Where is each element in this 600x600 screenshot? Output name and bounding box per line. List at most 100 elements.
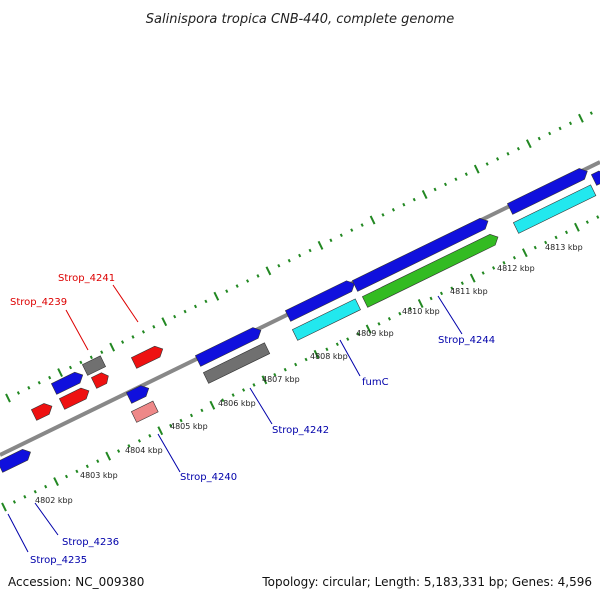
scale-tick: [417, 299, 424, 309]
gene-label-leader: [437, 295, 463, 335]
genome-summary-text: Topology: circular; Length: 5,183,331 bp…: [261, 575, 592, 589]
scale-tick: [443, 182, 448, 187]
gene-feature[interactable]: [361, 232, 500, 308]
scale-tick: [421, 190, 428, 200]
scale-tick: [574, 222, 580, 232]
scale-label: 4812 kbp: [497, 264, 535, 273]
gene-label[interactable]: Strop_4236: [62, 537, 119, 548]
scale-label: 4804 kbp: [125, 446, 163, 455]
scale-tick: [44, 484, 48, 489]
scale-tick: [578, 113, 584, 123]
scale-tick: [204, 299, 208, 304]
scale-tick: [460, 281, 464, 285]
gene-label[interactable]: Strop_4235: [30, 555, 87, 566]
scale-tick: [481, 271, 485, 275]
gene-feature[interactable]: [90, 371, 111, 389]
scale-tick: [521, 248, 528, 258]
scale-labels: 4802 kbp 4803 kbp 4804 kbp 4805 kbp 4806 kbp…: [35, 243, 583, 505]
gene-feature[interactable]: [81, 355, 107, 376]
scale-tick: [256, 274, 260, 278]
scale-tick: [298, 253, 302, 258]
scale-tick: [283, 367, 287, 372]
scale-tick: [64, 474, 69, 479]
scale-tick: [141, 330, 145, 334]
scale-tick: [325, 347, 329, 352]
scale-tick: [89, 355, 93, 360]
scale-tick: [209, 400, 216, 410]
gene-feature[interactable]: [512, 184, 597, 234]
scale-tick: [398, 311, 402, 316]
gene-feature[interactable]: [50, 370, 85, 395]
gene-label[interactable]: Strop_4244: [438, 335, 495, 346]
scale-tick: [317, 240, 324, 250]
scale-tick: [79, 360, 83, 365]
gene-label[interactable]: Strop_4239: [10, 297, 67, 308]
gene-label[interactable]: Strop_4240: [180, 472, 237, 483]
map-title: Salinispora tropica CNB-440, complete ge…: [146, 12, 454, 27]
scale-tick: [252, 383, 256, 387]
gene-label-leader: [112, 284, 139, 323]
scale-tick: [105, 451, 112, 461]
scale-tick: [27, 386, 31, 390]
scale-tick: [356, 332, 360, 336]
scale-tick: [564, 230, 569, 235]
scale-tick: [473, 164, 480, 174]
scale-tick: [485, 162, 489, 166]
scale-tick: [5, 393, 11, 403]
gene-feature[interactable]: [284, 278, 357, 322]
gene-feature[interactable]: [130, 344, 165, 369]
scale-label: 4813 kbp: [545, 243, 583, 252]
gene-label-leader: [339, 339, 361, 377]
scale-tick: [408, 306, 412, 311]
scale-tick: [235, 284, 239, 288]
scale-tick: [554, 235, 558, 240]
scale-tick: [412, 197, 416, 202]
scale-tick: [433, 187, 437, 192]
gene-feature[interactable]: [125, 383, 151, 404]
scale-tick: [469, 273, 476, 283]
scale-tick: [308, 248, 312, 253]
gene-feature[interactable]: [506, 166, 590, 215]
scale-tick: [179, 418, 183, 423]
scale-tick: [568, 121, 573, 126]
gene-label-leader: [157, 433, 181, 473]
scale-tick: [313, 349, 320, 359]
scale-tick: [544, 240, 548, 245]
gene-label-leader: [7, 513, 29, 553]
scale-tick: [169, 423, 173, 428]
scale-tick: [261, 375, 268, 385]
scale-tick: [391, 208, 395, 212]
scale-tick: [512, 255, 516, 260]
gene-feature[interactable]: [30, 401, 54, 421]
gene-feature[interactable]: [351, 216, 490, 292]
scale-tick: [381, 213, 385, 217]
scale-label: 4808 kbp: [310, 352, 348, 361]
scale-tick: [360, 223, 364, 227]
scale-tick: [12, 500, 16, 504]
scale-tick: [450, 286, 454, 291]
scale-tick: [402, 202, 406, 207]
scale-label: 4805 kbp: [170, 422, 208, 431]
gene-label[interactable]: Strop_4241: [58, 273, 115, 284]
scale-tick: [294, 362, 298, 367]
gene-feature[interactable]: [291, 298, 361, 341]
gene-feature[interactable]: [202, 342, 271, 384]
gene-feature[interactable]: [58, 385, 91, 410]
gene-features: [0, 166, 600, 473]
scale-tick: [369, 215, 376, 225]
scale-tick: [304, 357, 308, 362]
outer-tick-track: [5, 111, 593, 403]
gene-feature[interactable]: [0, 447, 33, 473]
scale-tick: [53, 477, 59, 487]
scale-tick: [75, 469, 79, 474]
scale-tick: [377, 322, 381, 326]
scale-tick: [589, 111, 593, 115]
scale-tick: [273, 372, 277, 377]
gene-label[interactable]: fumC: [362, 377, 389, 388]
gene-label[interactable]: Strop_4242: [272, 425, 329, 436]
scale-tick: [68, 365, 73, 370]
gene-feature[interactable]: [194, 325, 263, 367]
gene-feature[interactable]: [590, 169, 600, 186]
gene-feature[interactable]: [130, 400, 159, 423]
